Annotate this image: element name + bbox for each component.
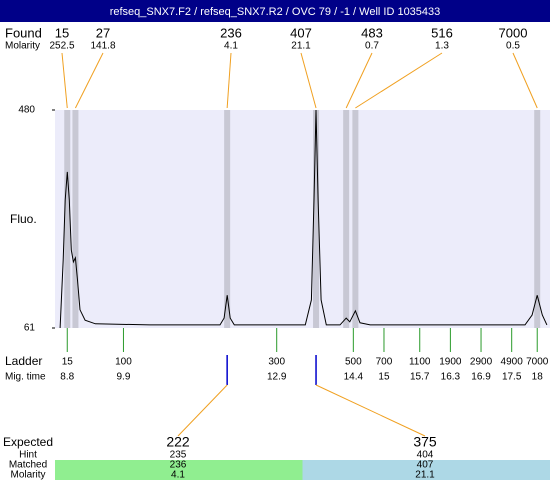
found-molarity: 21.1 [291, 41, 311, 52]
expected-molarity: 4.1 [171, 470, 185, 480]
hint-size: 404 [417, 450, 434, 461]
found-size: 407 [290, 25, 312, 40]
ladder-size: 7000 [526, 357, 549, 368]
expected-connector [315, 384, 426, 437]
peak-connector [512, 52, 538, 109]
y-label: Fluo. [10, 212, 37, 226]
peak-connector [300, 52, 317, 109]
ladder-label: Ladder [5, 354, 42, 368]
peak-band [64, 110, 71, 328]
peak-band [343, 110, 350, 328]
mig-time: 18 [532, 372, 544, 383]
ladder-size: 700 [376, 357, 393, 368]
found-size: 27 [96, 25, 110, 40]
peak-band [352, 110, 359, 328]
expected-connector [177, 384, 228, 437]
ladder-size: 1900 [439, 357, 462, 368]
expected-size: 375 [413, 434, 437, 450]
y-tick-label: 61 [24, 323, 36, 334]
found-molarity: 4.1 [224, 41, 238, 52]
expected-size: 222 [166, 434, 190, 450]
found-molarity: 1.3 [435, 41, 449, 52]
mig-time: 17.5 [502, 372, 522, 383]
peak-connector [74, 52, 104, 109]
mig-time: 15 [378, 372, 390, 383]
matched-size: 236 [170, 460, 187, 471]
ladder-size: 100 [115, 357, 132, 368]
matched-label: Matched [9, 460, 47, 471]
found-size: 7000 [499, 25, 528, 40]
mig-time-label: Mig. time [5, 372, 46, 383]
header-bar [0, 0, 550, 22]
ladder-size: 1100 [409, 357, 431, 368]
mig-time: 14.4 [344, 372, 364, 383]
mig-time: 8.8 [60, 372, 74, 383]
peak-connector [355, 52, 443, 109]
peak-band [534, 110, 541, 328]
found-size: 516 [431, 25, 453, 40]
found-molarity: 141.8 [90, 41, 115, 52]
found-molarity: 0.5 [506, 41, 520, 52]
ladder-size: 300 [268, 357, 285, 368]
peak-connector [226, 52, 232, 109]
plot-area [55, 110, 550, 328]
ladder-size: 4900 [501, 357, 524, 368]
mig-time: 15.7 [410, 372, 430, 383]
matched-size: 407 [417, 460, 434, 471]
matched-background [302, 460, 550, 480]
ladder-size: 500 [345, 357, 362, 368]
peak-band [224, 110, 231, 328]
y-tick-label: 480 [18, 105, 35, 116]
found-label: Found [5, 25, 42, 40]
found-molarity: 0.7 [365, 41, 379, 52]
found-size: 15 [55, 25, 69, 40]
found-size: 483 [361, 25, 383, 40]
peak-connector [345, 52, 373, 109]
peak-band [72, 110, 79, 328]
hint-size: 235 [170, 450, 187, 461]
ladder-size: 2900 [470, 357, 493, 368]
expected-label: Expected [3, 435, 53, 449]
header-title: refseq_SNX7.F2 / refseq_SNX7.R2 / OVC 79… [110, 6, 441, 18]
mig-time: 16.9 [471, 372, 491, 383]
found-size: 236 [220, 25, 242, 40]
found-molarity: 252.5 [49, 41, 74, 52]
mig-time: 9.9 [116, 372, 130, 383]
trace [59, 109, 548, 329]
molarity-label: Molarity [5, 41, 40, 52]
matched-background [55, 460, 303, 480]
expected-molarity-label: Molarity [10, 470, 45, 480]
ladder-size: 15 [62, 357, 74, 368]
expected-molarity: 21.1 [415, 470, 435, 480]
peak-band [313, 110, 320, 328]
mig-time: 16.3 [441, 372, 461, 383]
peak-connector [61, 52, 68, 109]
hint-label: Hint [19, 450, 37, 461]
mig-time: 12.9 [267, 372, 287, 383]
